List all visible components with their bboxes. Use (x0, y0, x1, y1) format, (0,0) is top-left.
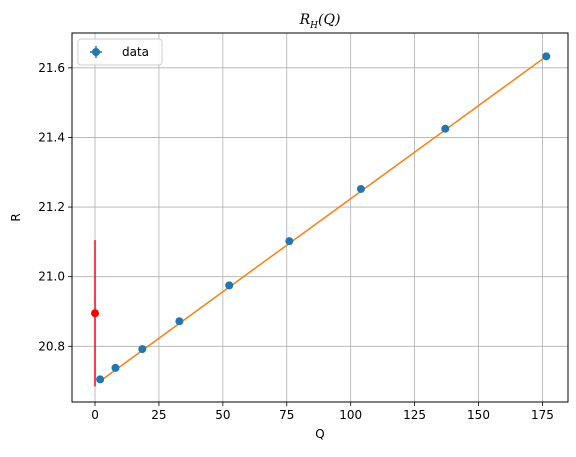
x-tick-label: 125 (403, 408, 426, 422)
chart-title-subscript: H (309, 21, 318, 31)
chart-title-argument: (Q) (318, 12, 340, 28)
data-point (441, 124, 450, 133)
y-tick-label: 20.8 (38, 339, 65, 353)
chart-title: RH(Q) (299, 12, 341, 31)
data-point (542, 52, 551, 61)
legend-entry-data: data (122, 45, 149, 59)
x-tick-label: 75 (279, 408, 294, 422)
data-point (175, 317, 184, 326)
x-tick-label: 50 (215, 408, 230, 422)
y-tick-label: 21.2 (38, 200, 65, 214)
x-axis-ticks: 0 25 50 75 100 125 150 175 (91, 402, 554, 422)
y-axis-ticks: 20.8 21.0 21.2 21.4 21.6 (38, 61, 72, 353)
y-axis-label: R (9, 213, 23, 221)
x-tick-label: 25 (151, 408, 166, 422)
chart-title-main: R (299, 12, 311, 28)
x-tick-label: 100 (339, 408, 362, 422)
grid-lines (72, 33, 568, 402)
data-point (285, 237, 294, 246)
legend-box (77, 38, 163, 66)
data-point (96, 375, 105, 384)
data-point (225, 281, 234, 290)
red-data-point (91, 309, 100, 318)
data-point (356, 184, 365, 193)
y-tick-label: 21.6 (38, 61, 65, 75)
legend: data (77, 38, 163, 66)
data-point (111, 363, 120, 372)
chart-marks (91, 52, 551, 387)
data-point (138, 345, 147, 354)
x-axis-label: Q (315, 427, 324, 441)
legend-marker (92, 48, 100, 56)
x-tick-label: 0 (91, 408, 99, 422)
x-tick-label: 175 (531, 408, 554, 422)
x-tick-label: 150 (467, 408, 490, 422)
y-tick-label: 21.0 (38, 270, 65, 284)
y-tick-label: 21.4 (38, 130, 65, 144)
fit-line (99, 55, 547, 382)
plot-frame (71, 32, 569, 403)
